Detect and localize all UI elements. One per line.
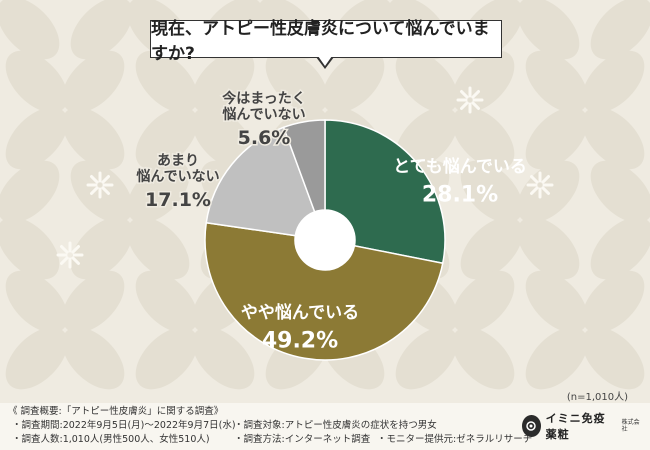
sparkle-decoration	[86, 171, 114, 199]
footer-method: ・調査方法:インターネット調査	[234, 434, 371, 445]
pattern-petal	[525, 50, 588, 113]
pattern-petal	[452, 270, 515, 333]
pattern-petal	[62, 107, 125, 170]
slice-category-label: 今はまったく	[221, 90, 305, 107]
pattern-petal	[460, 217, 523, 280]
pattern-petal	[70, 0, 133, 60]
sparkle-decoration	[526, 171, 554, 199]
pattern-petal	[395, 327, 458, 390]
footer-period: ・調査期間:2022年9月5日(月)〜2022年9月7日(水)	[12, 420, 236, 431]
pattern-petal	[192, 50, 255, 113]
pattern-petal	[582, 327, 645, 390]
pattern-petal	[525, 270, 588, 333]
pattern-petal	[5, 107, 68, 170]
slice-value-label: 5.6%	[238, 127, 291, 149]
speech-bubble-tail-inner	[318, 56, 332, 66]
slice-category-label: あまり	[157, 153, 199, 169]
logo-sub: 株式会社	[621, 419, 640, 433]
slice-category-label: 悩んでいない	[136, 168, 219, 185]
pattern-petal	[62, 270, 125, 333]
pattern-petal	[70, 160, 133, 223]
pattern-petal	[582, 107, 645, 170]
pattern-petal	[395, 107, 458, 170]
pattern-petal	[5, 327, 68, 390]
pattern-petal	[525, 327, 588, 390]
pattern-petal	[135, 270, 198, 333]
sparkle-decoration	[56, 241, 84, 269]
pie-slice	[324, 119, 446, 265]
pattern-petal	[460, 160, 523, 223]
pattern-petal	[517, 0, 580, 60]
footer-target: ・調査対象:アトピー性皮膚炎の症状を持つ男女	[234, 420, 437, 431]
donut-hole	[295, 210, 355, 270]
pattern-petal	[135, 50, 198, 113]
logo-name: イミニ免疫薬粧	[545, 412, 606, 441]
pattern-petal	[192, 107, 255, 170]
footer-title: 《 調査概要:「アトピー性皮膚炎」に関する調査》	[8, 406, 224, 417]
pattern-petal	[127, 217, 190, 280]
pattern-petal	[62, 327, 125, 390]
slice-category-label: やや悩んでいる	[241, 302, 359, 323]
sample-size-label: (n=1,010人)	[566, 392, 628, 403]
pattern-petal	[517, 217, 580, 280]
slice-label: とても悩んでいる 28.1%	[393, 156, 527, 207]
pattern-petal	[525, 107, 588, 170]
footer-respondents: ・調査人数:1,010人(男性500人、女性510人)	[12, 434, 210, 445]
sparkle-decoration	[456, 86, 484, 114]
pattern-petal	[265, 50, 328, 113]
pattern-petal	[70, 217, 133, 280]
pattern-petal	[62, 50, 125, 113]
pattern-petal	[0, 217, 60, 280]
pattern-petal	[5, 270, 68, 333]
slice-category-label: とても悩んでいる	[393, 156, 527, 177]
pattern-petal	[395, 50, 458, 113]
slice-value-label: 28.1%	[422, 182, 498, 207]
slice-value-label: 49.2%	[262, 328, 338, 353]
pattern-petal	[590, 217, 650, 280]
pattern-petal	[127, 160, 190, 223]
footer-monitor: ・モニター提供元:ゼネラルリサーチ	[377, 434, 533, 445]
survey-footer: 《 調査概要:「アトピー性皮膚炎」に関する調査》 ・調査期間:2022年9月5日…	[0, 403, 650, 450]
donut-chart: とても悩んでいる28.1%やや悩んでいる49.2%あまり悩んでいない17.1%今…	[135, 89, 527, 361]
pattern-petal	[192, 327, 255, 390]
pattern-petal	[135, 327, 198, 390]
pattern-petal	[582, 50, 645, 113]
pattern-petal	[452, 107, 515, 170]
pattern-petal	[322, 50, 385, 113]
logo-mark-icon	[522, 415, 541, 437]
pattern-petal	[590, 0, 650, 60]
pattern-petal	[590, 160, 650, 223]
pattern-petal	[452, 327, 515, 390]
pattern-petal	[0, 0, 60, 60]
company-logo: イミニ免疫薬粧 株式会社	[522, 411, 642, 441]
slice-label: やや悩んでいる 49.2%	[241, 302, 359, 353]
slice-category-label: 悩んでいない	[222, 106, 305, 123]
pattern-petal	[0, 160, 60, 223]
pattern-petal	[135, 107, 198, 170]
slice-value-label: 17.1%	[145, 189, 211, 211]
pattern-petal	[582, 270, 645, 333]
pattern-petal	[5, 50, 68, 113]
